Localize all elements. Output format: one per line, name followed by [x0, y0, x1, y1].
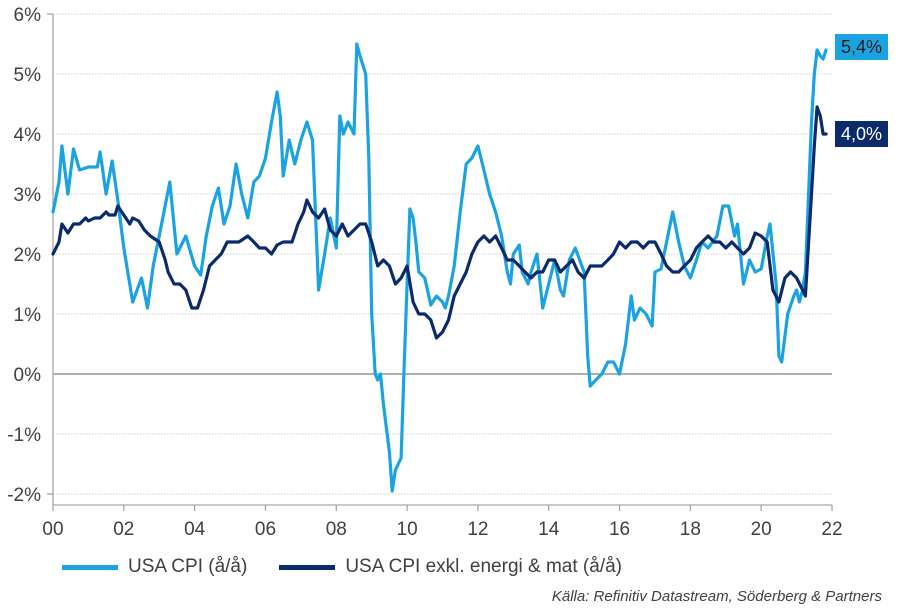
y-tick-label: 4%	[14, 125, 42, 146]
cpi-end-label: 5,4%	[835, 34, 889, 60]
x-tick-label: 06	[255, 519, 276, 540]
x-tick-label: 00	[42, 519, 63, 540]
x-tick-label: 12	[467, 519, 488, 540]
y-tick-label: 6%	[14, 5, 42, 26]
y-tick-label: -1%	[7, 425, 41, 446]
x-tick-label: 20	[751, 519, 772, 540]
y-tick-label: -2%	[7, 485, 41, 506]
x-tick-label: 16	[609, 519, 630, 540]
source-note: Källa: Refinitiv Datastream, Söderberg &…	[551, 588, 882, 605]
legend-item-core-cpi: USA CPI exkl. energi & mat (å/å)	[279, 556, 622, 578]
y-tick-label: 3%	[14, 185, 42, 206]
legend-swatch-cpi	[62, 564, 118, 570]
x-tick-label: 04	[184, 519, 206, 540]
series-line-cpi	[51, 42, 828, 493]
y-tick-label: 2%	[14, 245, 42, 266]
legend-swatch-core-cpi	[279, 564, 336, 570]
y-tick-label: 1%	[14, 305, 42, 326]
legend-item-cpi: USA CPI (å/å)	[62, 556, 247, 578]
legend-label-cpi: USA CPI (å/å)	[128, 556, 248, 577]
x-tick-label: 14	[538, 519, 560, 540]
legend-label-core-cpi: USA CPI exkl. energi & mat (å/å)	[345, 556, 622, 577]
x-tick-label: 22	[821, 519, 842, 540]
core-cpi-end-label: 4,0%	[835, 121, 889, 147]
x-tick-label: 10	[397, 519, 418, 540]
legend: USA CPI (å/å) USA CPI exkl. energi & mat…	[62, 556, 654, 578]
x-tick-label: 18	[680, 519, 701, 540]
series-line-core-cpi	[51, 105, 828, 340]
y-tick-label: 0%	[14, 365, 42, 386]
y-tick-label: 5%	[14, 65, 42, 86]
x-tick-label: 08	[326, 519, 347, 540]
x-tick-label: 02	[113, 519, 134, 540]
